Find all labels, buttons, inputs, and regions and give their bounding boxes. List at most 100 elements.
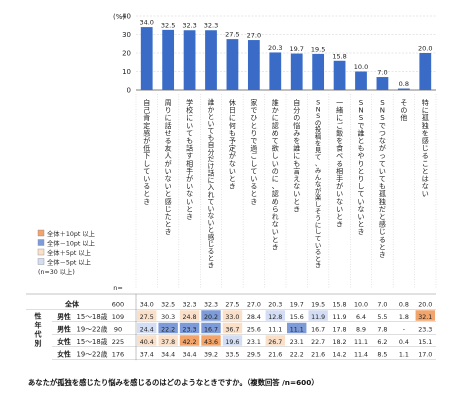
table-cell-value: 30.3 [161, 314, 175, 321]
legend-swatch [37, 229, 45, 237]
table-row-group-label: 男性 [56, 325, 71, 334]
table-row-n: 600 [112, 301, 124, 309]
table-row-group-label: 男性 [56, 312, 71, 321]
table-cell-value: 37.4 [140, 352, 154, 359]
table-cell-value: 23.3 [418, 327, 432, 334]
table-cell-highlight [179, 310, 200, 321]
category-label: 周りに話せる友人がいないと感じたとき [165, 99, 172, 236]
table-cell-highlight [158, 335, 178, 346]
table-cell-highlight [201, 322, 221, 334]
table-cell-highlight [137, 322, 157, 334]
bar [397, 88, 410, 90]
category-label: 誰かといても自分だけ話に入れていないと感じるとき [208, 98, 215, 270]
table-cell-value: 21.6 [268, 352, 282, 359]
table-cell-value: 16.7 [204, 327, 218, 334]
category-label: 自分の悩みを誰にも言えないとき [293, 98, 300, 213]
table-cell-value: 1.1 [399, 352, 409, 359]
table-cell-value: 0.8 [399, 302, 409, 309]
table-cell-value: 27.0 [247, 302, 261, 309]
bar [205, 30, 217, 90]
bar [376, 77, 389, 90]
table-cell-highlight [222, 310, 243, 321]
category-label: S N S でつながっていても孤独だと感じるとき [379, 99, 386, 259]
category-label: 学校にいても話す相手がいないとき [186, 98, 193, 221]
legend-label: 全体＋10pt 以上 [47, 229, 95, 238]
table-cell-highlight [137, 335, 157, 346]
bar-value-label: 32.3 [182, 22, 196, 30]
table-cell-value: 18.2 [333, 339, 347, 346]
table-cell-value: - [403, 327, 405, 334]
table-cell-highlight [287, 322, 307, 334]
y-axis-unit: (%) [113, 13, 125, 21]
table-cell-value: 24.8 [183, 314, 197, 321]
bar-value-label: 0.8 [399, 80, 409, 88]
table-row-n: 176 [112, 351, 124, 359]
table-cell-highlight [137, 310, 157, 321]
side-group-label: 性年代別 [34, 312, 42, 348]
table-cell-highlight [201, 335, 221, 346]
y-tick-label: 20 [122, 50, 131, 58]
table-cell-value: 22.2 [161, 327, 175, 334]
y-tick-label: 40 [122, 13, 131, 21]
table-cell-value: 17.8 [333, 327, 347, 334]
table-cell-value: 20.2 [204, 314, 218, 321]
table-cell-value: 42.2 [183, 339, 197, 346]
table-row-group-label: 女性 [57, 337, 71, 346]
bar [247, 40, 260, 90]
table-cell-value: 37.8 [161, 339, 175, 346]
table-row-group-label: 女性 [57, 350, 71, 359]
category-label: その他 [400, 99, 407, 122]
table-cell-value: 23.3 [183, 327, 197, 334]
y-tick-label: 0 [127, 87, 131, 95]
table-cell-value: 6.4 [356, 314, 366, 321]
table-row-n: 109 [112, 313, 124, 321]
legend-swatch [37, 239, 45, 246]
y-tick-label: 30 [122, 31, 131, 39]
table-row-sub-label: 19～22歳 [77, 325, 108, 334]
bar-value-label: 7.0 [377, 69, 387, 77]
legend-label: (n=30 以上) [38, 267, 75, 276]
table-cell-value: 20.3 [268, 302, 282, 309]
table-row-sub-label: 15～18歳 [77, 337, 108, 346]
chart-caption: あなたが孤独を感じたり悩みを感じるのはどのようなときですか。（複数回答 /n=6… [28, 378, 319, 387]
table-cell-value: 19.6 [225, 339, 239, 346]
table-cell-value: 5.5 [377, 314, 387, 321]
category-label: 誰かに認めて欲しいのに、認められないとき [272, 98, 279, 251]
table-cell-value: 27.5 [225, 302, 239, 309]
bar-value-label: 10.0 [354, 63, 368, 71]
table-cell-value: 15.8 [333, 302, 347, 309]
table-cell-value: 33.5 [225, 352, 239, 359]
table-cell-value: 17.0 [418, 352, 432, 359]
table-cell-highlight [265, 310, 285, 321]
table-cell-value: 8.5 [377, 352, 387, 359]
table-cell-value: 11.1 [268, 327, 282, 334]
bar [290, 53, 303, 90]
bar-value-label: 20.3 [268, 44, 282, 52]
bar-value-label: 32.3 [204, 22, 218, 30]
table-cell-value: 16.7 [311, 327, 325, 334]
n-header: n= [113, 284, 123, 292]
bar [333, 60, 346, 90]
table-cell-highlight [158, 322, 178, 334]
table-cell-highlight [222, 322, 243, 334]
table-cell-value: 7.8 [377, 327, 387, 334]
table-cell-highlight [179, 322, 200, 334]
table-cell-highlight [308, 310, 328, 321]
bar-value-label: 34.0 [139, 19, 153, 27]
table-cell-value: 8.9 [356, 327, 366, 334]
bar [269, 52, 282, 90]
table-cell-value: 11.1 [354, 339, 368, 346]
table-cell-value: 1.8 [399, 314, 409, 321]
table-cell-highlight [222, 335, 243, 346]
table-cell-value: 21.6 [311, 352, 325, 359]
table-row-sub-label: 19～22歳 [77, 350, 108, 359]
table-cell-value: 32.3 [183, 302, 197, 309]
y-tick-label: 10 [122, 68, 131, 76]
bar-value-label: 27.0 [247, 32, 261, 40]
table-cell-value: 26.7 [268, 339, 282, 346]
table-cell-highlight [415, 310, 435, 321]
table-cell-value: 34.4 [183, 352, 197, 359]
table-cell-value: 14.2 [333, 352, 347, 359]
table-cell-value: 27.5 [140, 314, 154, 321]
